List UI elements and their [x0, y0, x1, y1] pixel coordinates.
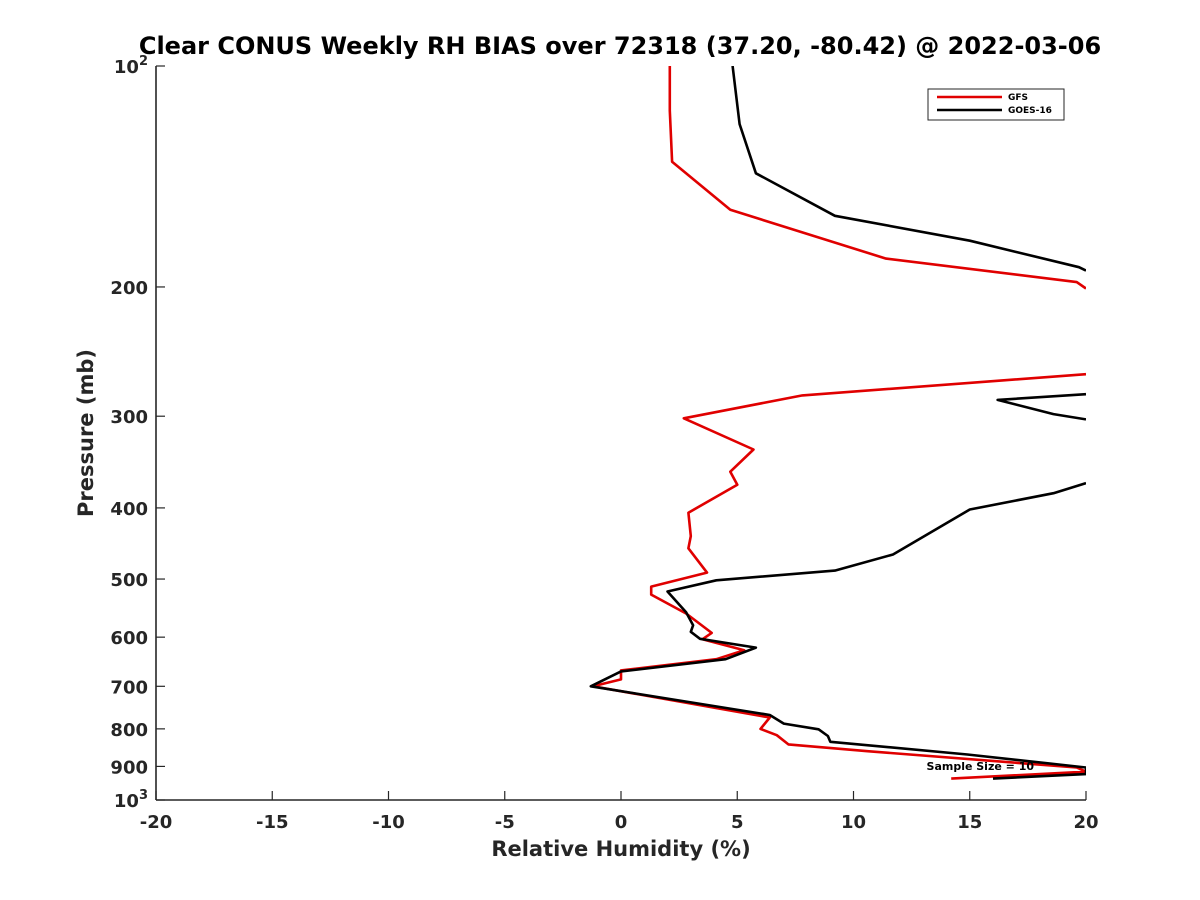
y-tick-label: 103: [114, 788, 148, 812]
x-tick-label: 10: [841, 812, 866, 833]
y-tick-label: 800: [110, 720, 148, 741]
legend-label-goes-16: GOES-16: [1008, 106, 1052, 116]
x-tick-label: 5: [731, 812, 744, 833]
series-line-gfs: [591, 66, 1086, 780]
x-tick-label: -10: [372, 812, 405, 833]
legend-label-gfs: GFS: [1008, 93, 1028, 103]
x-tick-label: -20: [140, 812, 173, 833]
x-tick-label: -5: [495, 812, 515, 833]
y-ticks: 102 200 300 400 500 600 700 800 900 103: [110, 54, 165, 812]
chart-title: Clear CONUS Weekly RH BIAS over 72318 (3…: [139, 32, 1101, 60]
y-tick-label: 300: [110, 407, 148, 428]
y-tick-label: 900: [110, 757, 148, 778]
y-tick-label: 700: [110, 677, 148, 698]
y-tick-label: 600: [110, 628, 148, 649]
x-axis-label: Relative Humidity (%): [491, 837, 750, 861]
x-tick-label: 0: [615, 812, 628, 833]
y-tick-label: 400: [110, 499, 148, 520]
x-tick-label: -15: [256, 812, 289, 833]
legend: GFS GOES-16: [927, 88, 1065, 121]
y-tick-label: 102: [114, 54, 148, 78]
y-tick-label: 500: [110, 570, 148, 591]
x-tick-label: 20: [1073, 812, 1098, 833]
x-ticks: -20 -15 -10 -5 0 5 10 15 20: [140, 791, 1099, 833]
y-axis-label: Pressure (mb): [74, 349, 98, 517]
legend-box: [927, 88, 1065, 121]
series-layer: [589, 66, 1086, 780]
sample-size-annotation: Sample Size = 10: [927, 760, 1035, 773]
y-tick-label: 200: [110, 278, 148, 299]
series-line-goes-16: [589, 66, 1086, 780]
x-tick-label: 15: [957, 812, 982, 833]
